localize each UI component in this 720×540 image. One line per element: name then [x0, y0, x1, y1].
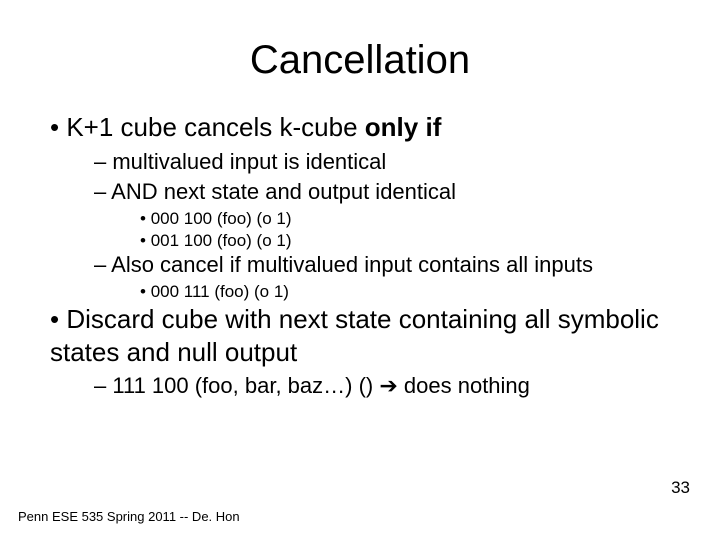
bullet-level3: 000 100 (foo) (o 1): [140, 208, 680, 230]
arrow-icon: ➔: [379, 373, 397, 398]
page-number: 33: [671, 478, 690, 498]
text-bold: only if: [365, 112, 442, 142]
text-segment: does nothing: [398, 373, 530, 398]
bullet-level2: 111 100 (foo, bar, baz…) () ➔ does nothi…: [94, 372, 680, 400]
content-list: K+1 cube cancels k-cube only if multival…: [40, 111, 680, 400]
footer-text: Penn ESE 535 Spring 2011 -- De. Hon: [18, 509, 240, 524]
text-segment: K+1 cube cancels k-cube: [66, 112, 364, 142]
bullet-level2: multivalued input is identical: [94, 148, 680, 176]
slide-container: Cancellation K+1 cube cancels k-cube onl…: [0, 0, 720, 540]
text-segment: 111 100 (foo, bar, baz…) (): [112, 373, 379, 398]
bullet-level3: 000 111 (foo) (o 1): [140, 281, 680, 303]
bullet-level2: Also cancel if multivalued input contain…: [94, 251, 680, 279]
bullet-level1: Discard cube with next state containing …: [50, 303, 680, 368]
slide-title: Cancellation: [40, 38, 680, 83]
bullet-level3: 001 100 (foo) (o 1): [140, 230, 680, 252]
bullet-level1: K+1 cube cancels k-cube only if: [50, 111, 680, 144]
bullet-level2: AND next state and output identical: [94, 178, 680, 206]
